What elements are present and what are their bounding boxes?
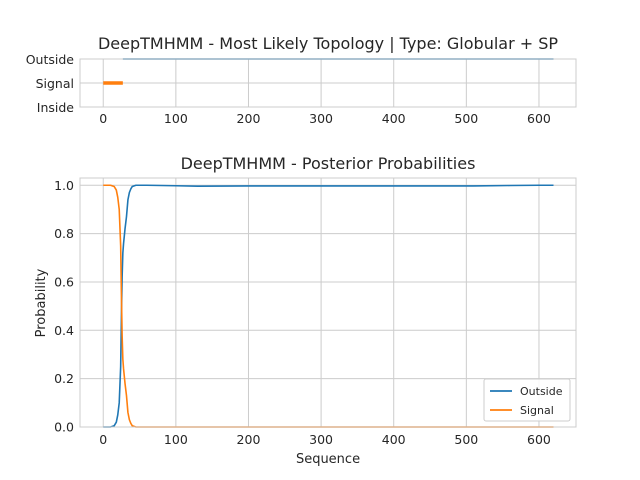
y-axis-label: Probability <box>34 268 49 337</box>
posterior-panel: DeepTMHMM - Posterior Probabilities 0 100… <box>34 154 577 467</box>
posterior-y-ticks: 0.0 0.2 0.4 0.6 0.8 1.0 <box>54 178 74 435</box>
x-tick-label: 0 <box>99 111 107 126</box>
posterior-title: DeepTMHMM - Posterior Probabilities <box>181 154 476 173</box>
y-tick-label: 0.2 <box>54 371 74 386</box>
x-tick-label: 500 <box>454 111 478 126</box>
x-tick-label: 600 <box>527 111 551 126</box>
x-tick-label: 0 <box>99 432 107 447</box>
x-tick-label: 100 <box>164 432 188 447</box>
y-tick-label: Outside <box>26 52 75 67</box>
x-tick-label: 200 <box>237 111 261 126</box>
legend-label-outside: Outside <box>520 385 563 398</box>
x-tick-label: 600 <box>527 432 551 447</box>
x-tick-label: 100 <box>164 111 188 126</box>
x-tick-label: 400 <box>382 432 406 447</box>
x-tick-label: 300 <box>309 432 333 447</box>
y-tick-label: 0.8 <box>54 226 74 241</box>
topology-grid <box>80 58 576 108</box>
y-tick-label: 0.6 <box>54 274 74 289</box>
legend: Outside Signal <box>483 378 571 422</box>
y-tick-label: 0.0 <box>54 420 74 435</box>
x-tick-label: 400 <box>382 111 406 126</box>
posterior-x-ticks: 0 100 200 300 400 500 600 <box>99 432 551 447</box>
topology-panel: DeepTMHMM - Most Likely Topology | Type:… <box>26 34 577 126</box>
x-tick-label: 200 <box>237 432 261 447</box>
x-tick-label: 500 <box>454 432 478 447</box>
posterior-frame <box>79 177 577 428</box>
topology-x-ticks: 0 100 200 300 400 500 600 <box>99 111 551 126</box>
y-tick-label: 0.4 <box>54 323 74 338</box>
topology-lines <box>103 58 554 85</box>
y-tick-label: 1.0 <box>54 178 74 193</box>
topology-y-ticks: Outside Signal Inside <box>26 52 75 115</box>
y-tick-label: Inside <box>37 100 75 115</box>
topology-frame <box>79 58 577 108</box>
series-line-outside <box>103 184 554 428</box>
legend-label-signal: Signal <box>520 404 554 417</box>
y-tick-label: Signal <box>36 76 74 91</box>
x-axis-label: Sequence <box>296 452 360 467</box>
topology-title: DeepTMHMM - Most Likely Topology | Type:… <box>98 34 558 53</box>
x-tick-label: 300 <box>309 111 333 126</box>
